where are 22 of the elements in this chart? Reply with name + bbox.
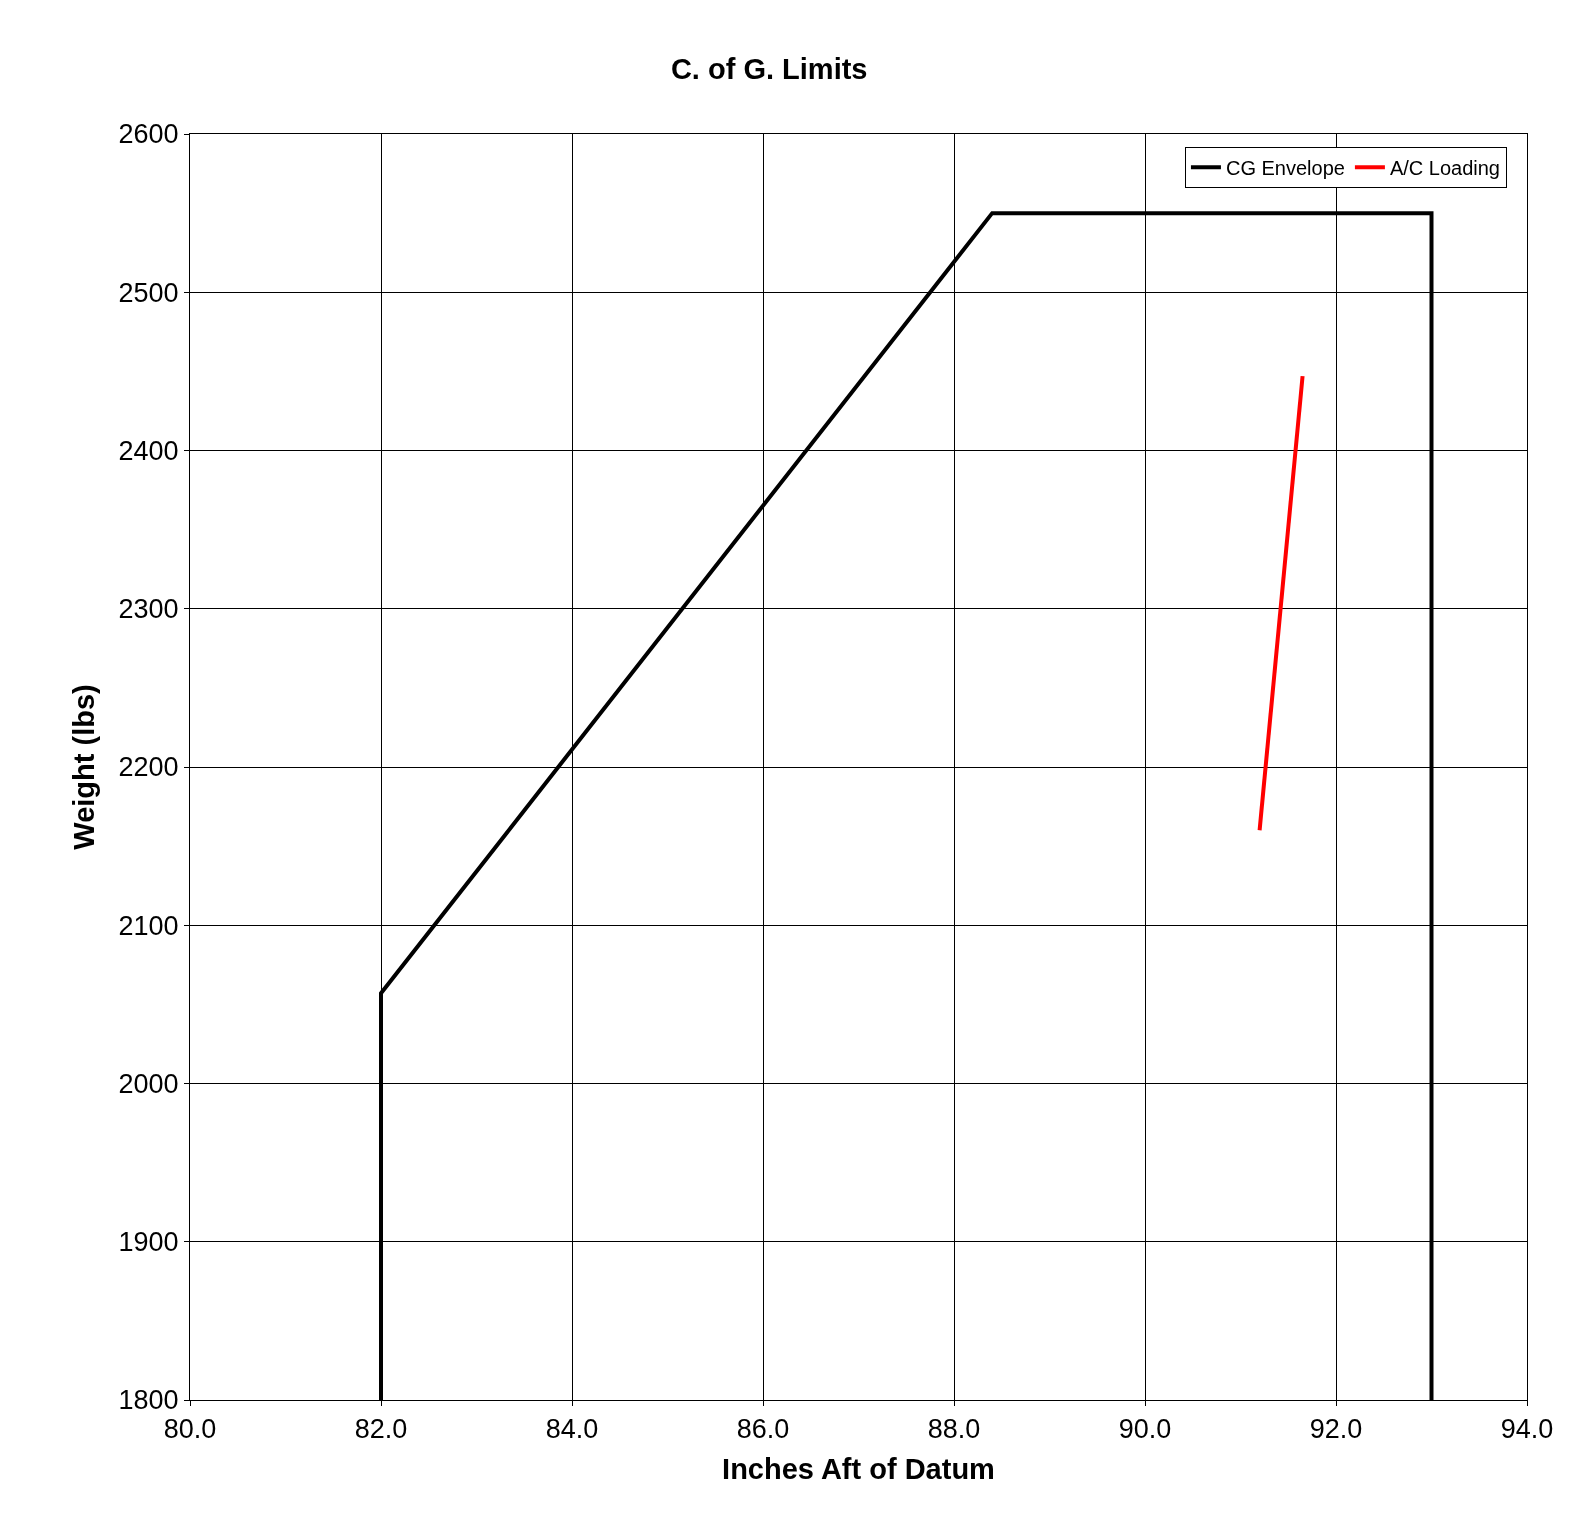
x-tick-label: 94.0 xyxy=(1500,1414,1554,1445)
y-tick-label: 2500 xyxy=(118,277,179,308)
chart-title: C. of G. Limits xyxy=(670,52,868,85)
y-tick-label: 2600 xyxy=(118,119,179,150)
x-tick-label: 90.0 xyxy=(1118,1414,1172,1445)
x-tick-label: 82.0 xyxy=(354,1414,408,1445)
x-tick-label: 80.0 xyxy=(163,1414,217,1445)
legend-label: A/C Loading xyxy=(1389,156,1500,179)
x-tick-label: 84.0 xyxy=(545,1414,599,1445)
y-axis-title: Weight (lbs) xyxy=(67,684,100,850)
x-tick-label: 86.0 xyxy=(736,1414,790,1445)
legend-label: CG Envelope xyxy=(1225,156,1345,179)
x-tick-label: 92.0 xyxy=(1309,1414,1363,1445)
y-tick-label: 2100 xyxy=(118,910,179,941)
y-tick-label: 2200 xyxy=(118,752,179,783)
y-tick-label: 2300 xyxy=(118,594,179,625)
y-tick-label: 1800 xyxy=(118,1385,179,1416)
y-tick-label: 2000 xyxy=(118,1068,179,1099)
y-tick-label: 2400 xyxy=(118,435,179,466)
x-axis-title: Inches Aft of Datum xyxy=(722,1453,995,1486)
y-tick-label: 1900 xyxy=(118,1227,179,1258)
x-tick-label: 88.0 xyxy=(927,1414,981,1445)
